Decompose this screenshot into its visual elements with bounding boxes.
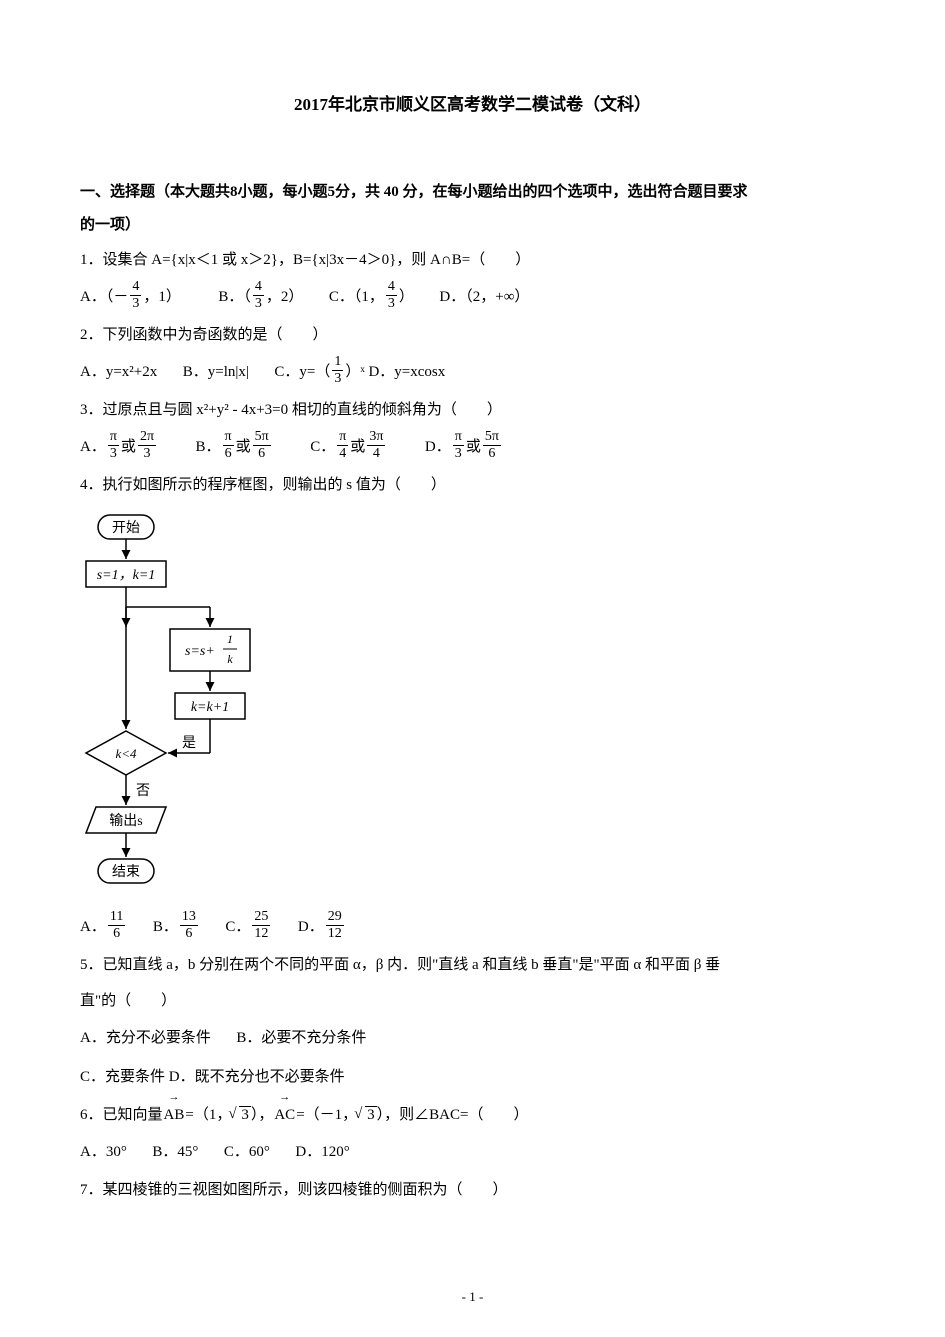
flowchart-diagram: 开始 s=1，k=1 s=s+ 1 k k=k+1 k<4 是 否 输出s 结束	[80, 513, 865, 903]
flow-step1-l: s=s+	[185, 644, 215, 659]
q6-optA: A．30°	[80, 1144, 127, 1160]
q1-text: 1．设集合 A={x|x＜1 或 x＞2}，B={x|3x－4＞0}，则 A∩B…	[80, 242, 865, 278]
q6-optD: D．120°	[295, 1144, 349, 1160]
q4-optA-frac: 116	[108, 910, 125, 941]
q2-optC-frac: 13	[332, 355, 343, 386]
flow-step1-den: k	[227, 652, 233, 666]
q3-optC1-frac: π4	[337, 430, 348, 461]
q5-optA: A．充分不必要条件	[80, 1030, 211, 1046]
q6-vec1-eq: =（1，	[185, 1107, 231, 1123]
q1-optA-post: ，1）	[143, 289, 181, 305]
q3-optB-or: 或	[236, 439, 251, 455]
q3-optA-or: 或	[121, 439, 136, 455]
q7-text: 7．某四棱锥的三视图如图所示，则该四棱锥的侧面积为（ ）	[80, 1172, 865, 1208]
q1-optC-frac: 43	[386, 280, 397, 311]
q3-optB2-frac: 5π6	[253, 430, 271, 461]
q1-optD: D．（2，+∞）	[439, 289, 529, 305]
q4-optB-pre: B．	[153, 919, 178, 935]
q5-options-row2: C．充要条件 D．既不充分也不必要条件	[80, 1058, 865, 1097]
q5-optC: C．充要条件	[80, 1069, 165, 1085]
q1-optC-pre: C．（1，	[329, 289, 384, 305]
q2-optB: B．y=ln|x|	[183, 364, 249, 380]
q1-optB-pre: B．（	[218, 289, 251, 305]
page-number: - 1 -	[0, 1281, 945, 1312]
q3-optD1-frac: π3	[453, 430, 464, 461]
q3-optC2-frac: 3π4	[367, 430, 385, 461]
flow-start: 开始	[112, 520, 140, 536]
flow-step1-num: 1	[227, 632, 233, 646]
q1-optA-pre: A．（－	[80, 289, 128, 305]
q4-text: 4．执行如图所示的程序框图，则输出的 s 值为（ ）	[80, 467, 865, 503]
exam-title: 2017年北京市顺义区高考数学二模试卷（文科）	[80, 85, 865, 126]
q3-optC-or: 或	[350, 439, 365, 455]
section-header-line2: 的一项）	[80, 209, 865, 242]
q1-optA-frac: 43	[130, 280, 141, 311]
q2-text: 2．下列函数中为奇函数的是（ ）	[80, 317, 865, 353]
q4-optC-pre: C．	[225, 919, 250, 935]
flow-init: s=1，k=1	[97, 568, 156, 583]
q6-optC: C．60°	[224, 1144, 270, 1160]
q3-optC-pre: C．	[310, 439, 335, 455]
flow-end: 结束	[112, 864, 140, 880]
q3-optB1-frac: π6	[223, 430, 234, 461]
q4-optD-frac: 2912	[326, 910, 344, 941]
q5-text-l1: 5．已知直线 a，b 分别在两个不同的平面 α，β 内．则"直线 a 和直线 b…	[80, 947, 865, 983]
q1-optB-post: ，2）	[266, 289, 304, 305]
q3-optA2-frac: 2π3	[138, 430, 156, 461]
q6-text: 6．已知向量AB=（1，3），AC=（－1，3），则∠BAC=（ ）	[80, 1097, 865, 1133]
q3-optD2-frac: 5π6	[483, 430, 501, 461]
flow-step2: k=k+1	[191, 700, 229, 715]
q4-optC-frac: 2512	[252, 910, 270, 941]
flow-no: 否	[136, 784, 150, 799]
q6-vec2: AC	[273, 1097, 296, 1133]
flow-out: 输出s	[109, 813, 142, 829]
q3-options: A．π3或2π3 B．π6或5π6 C．π4或3π4 D．π3或5π6	[80, 428, 865, 467]
section-header-line1: 一、选择题（本大题共8小题，每小题5分，共 40 分，在每小题给出的四个选项中，…	[80, 176, 865, 209]
q6-options: A．30° B．45° C．60° D．120°	[80, 1133, 865, 1172]
q4-optD-pre: D．	[298, 919, 324, 935]
q6-pre: 6．已知向量	[80, 1107, 163, 1123]
q4-options: A．116 B．136 C．2512 D．2912	[80, 908, 865, 947]
q6-sqrt2: 3	[357, 1097, 377, 1133]
q1-optC-post: ）	[399, 289, 414, 305]
q6-vec2-eq: =（－1，	[296, 1107, 357, 1123]
q5-optB: B．必要不充分条件	[236, 1030, 366, 1046]
q1-optB-frac: 43	[253, 280, 264, 311]
q2-optC-pre: C．y=（	[274, 364, 330, 380]
flow-yes: 是	[182, 736, 196, 751]
q3-optD-pre: D．	[425, 439, 451, 455]
q5-text-l2: 直"的（ ）	[80, 983, 865, 1019]
q2-optA: A．y=x²+2x	[80, 364, 157, 380]
q2-options: A．y=x²+2x B．y=ln|x| C．y=（13）ˣ D．y=xcosx	[80, 353, 865, 392]
q3-optA1-frac: π3	[108, 430, 119, 461]
q5-options-row1: A．充分不必要条件 B．必要不充分条件	[80, 1019, 865, 1058]
q2-optD: D．y=xcosx	[368, 364, 445, 380]
flow-cond: k<4	[115, 746, 137, 761]
q6-mid: ），	[251, 1107, 274, 1123]
q5-optD: D．既不充分也不必要条件	[169, 1069, 345, 1085]
q6-optB: B．45°	[152, 1144, 198, 1160]
q4-optA-pre: A．	[80, 919, 106, 935]
q6-post: ），则∠BAC=（ ）	[377, 1107, 529, 1123]
q3-optD-or: 或	[466, 439, 481, 455]
q3-text: 3．过原点且与圆 x²+y² - 4x+3=0 相切的直线的倾斜角为（ ）	[80, 392, 865, 428]
q1-options: A．（－43，1） B．（43，2） C．（1，43） D．（2，+∞）	[80, 278, 865, 317]
q6-vec1: AB	[163, 1097, 186, 1133]
q3-optA-pre: A．	[80, 439, 106, 455]
q2-optC-post: ）ˣ	[345, 364, 364, 380]
q4-optB-frac: 136	[180, 910, 198, 941]
q6-sqrt1: 3	[231, 1097, 251, 1133]
q3-optB-pre: B．	[196, 439, 221, 455]
